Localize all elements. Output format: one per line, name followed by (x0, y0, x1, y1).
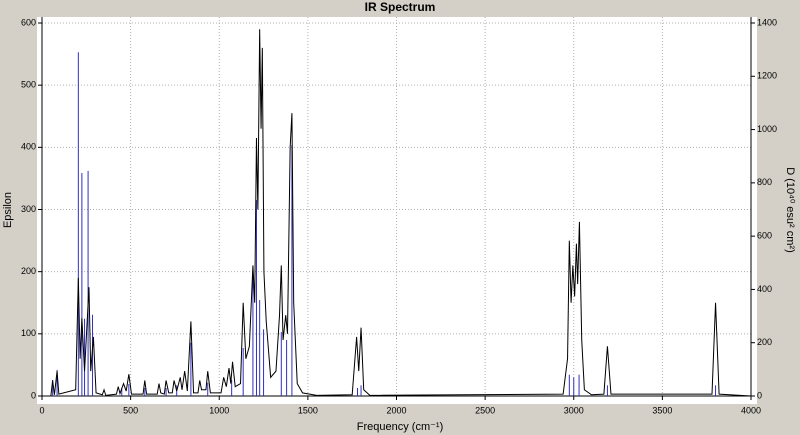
y2-tick-label: 800 (757, 177, 772, 187)
x-tick-label: 2000 (386, 405, 406, 415)
x-tick-label: 2500 (475, 405, 495, 415)
plot-area (37, 17, 757, 404)
y2-tick-label: 600 (757, 231, 772, 241)
y2-axis-label: D (10⁴⁰ esu² cm²) (784, 167, 796, 253)
x-tick-label: 500 (123, 405, 138, 415)
x-tick-label: 0 (39, 405, 44, 415)
y-tick-label: 200 (21, 266, 36, 276)
x-axis-label: Frequency (cm⁻¹) (357, 421, 444, 433)
y-tick-label: 100 (21, 328, 36, 338)
spectrum-line (42, 29, 752, 397)
x-tick-label: 1500 (298, 405, 318, 415)
y-tick-label: 600 (21, 17, 36, 27)
y2-tick-label: 1400 (757, 17, 777, 27)
y-tick-label: 400 (21, 142, 36, 152)
chart-title: IR Spectrum (365, 0, 436, 14)
y2-tick-label: 400 (757, 284, 772, 294)
y-tick-label: 300 (21, 204, 36, 214)
y-tick-label: 500 (21, 80, 36, 90)
y-axis-label: Epsilon (2, 192, 14, 228)
y2-tick-label: 1200 (757, 71, 777, 81)
y2-tick-label: 0 (757, 390, 762, 400)
y2-tick-label: 1000 (757, 124, 777, 134)
x-tick-label: 4000 (741, 405, 761, 415)
x-tick-label: 3500 (652, 405, 672, 415)
x-tick-label: 3000 (564, 405, 584, 415)
x-tick-label: 1000 (209, 405, 229, 415)
y2-tick-label: 200 (757, 337, 772, 347)
y-tick-label: 0 (31, 390, 36, 400)
